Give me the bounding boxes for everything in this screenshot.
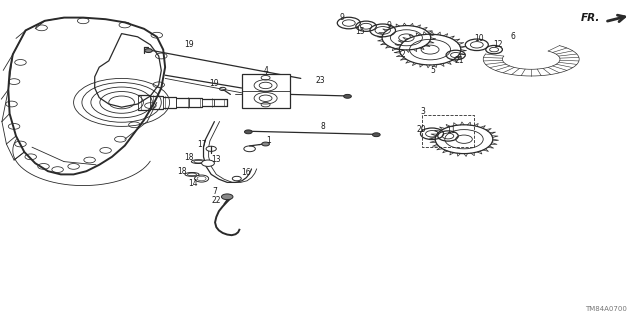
Circle shape [244, 130, 252, 134]
Circle shape [202, 160, 214, 166]
Text: 4: 4 [263, 66, 268, 75]
Circle shape [232, 176, 241, 181]
Text: 9: 9 [387, 21, 392, 30]
Text: 19: 19 [184, 40, 194, 49]
Text: 7: 7 [212, 188, 217, 196]
Circle shape [145, 49, 152, 52]
Text: 22: 22 [212, 196, 221, 205]
Circle shape [344, 94, 351, 98]
Text: 19: 19 [209, 79, 220, 88]
Text: 21: 21 [455, 56, 464, 65]
Text: TM84A0700: TM84A0700 [586, 306, 627, 312]
Text: 14: 14 [188, 179, 198, 188]
Text: 2: 2 [401, 50, 406, 59]
Circle shape [262, 142, 269, 146]
Text: 20: 20 [416, 125, 426, 134]
Text: 8: 8 [321, 122, 326, 131]
Circle shape [206, 146, 216, 151]
Text: 5: 5 [431, 66, 436, 75]
Text: 15: 15 [355, 27, 365, 36]
Text: 16: 16 [241, 168, 252, 177]
Text: 11: 11 [447, 126, 456, 135]
Text: 23: 23 [315, 76, 325, 85]
Text: 1: 1 [266, 136, 271, 145]
Text: FR.: FR. [581, 12, 600, 23]
Text: 6: 6 [511, 32, 516, 41]
Text: 12: 12 [493, 40, 502, 49]
Circle shape [221, 194, 233, 200]
Circle shape [195, 175, 209, 182]
Circle shape [220, 87, 226, 91]
Text: 3: 3 [420, 107, 425, 116]
Text: 13: 13 [211, 155, 221, 164]
Text: 9: 9 [340, 13, 345, 22]
Text: 10: 10 [474, 34, 484, 43]
FancyBboxPatch shape [242, 74, 290, 108]
Text: 17: 17 [196, 140, 207, 149]
Text: 18: 18 [184, 153, 193, 162]
Circle shape [372, 133, 380, 137]
Circle shape [244, 146, 255, 152]
Text: 18: 18 [178, 167, 187, 176]
